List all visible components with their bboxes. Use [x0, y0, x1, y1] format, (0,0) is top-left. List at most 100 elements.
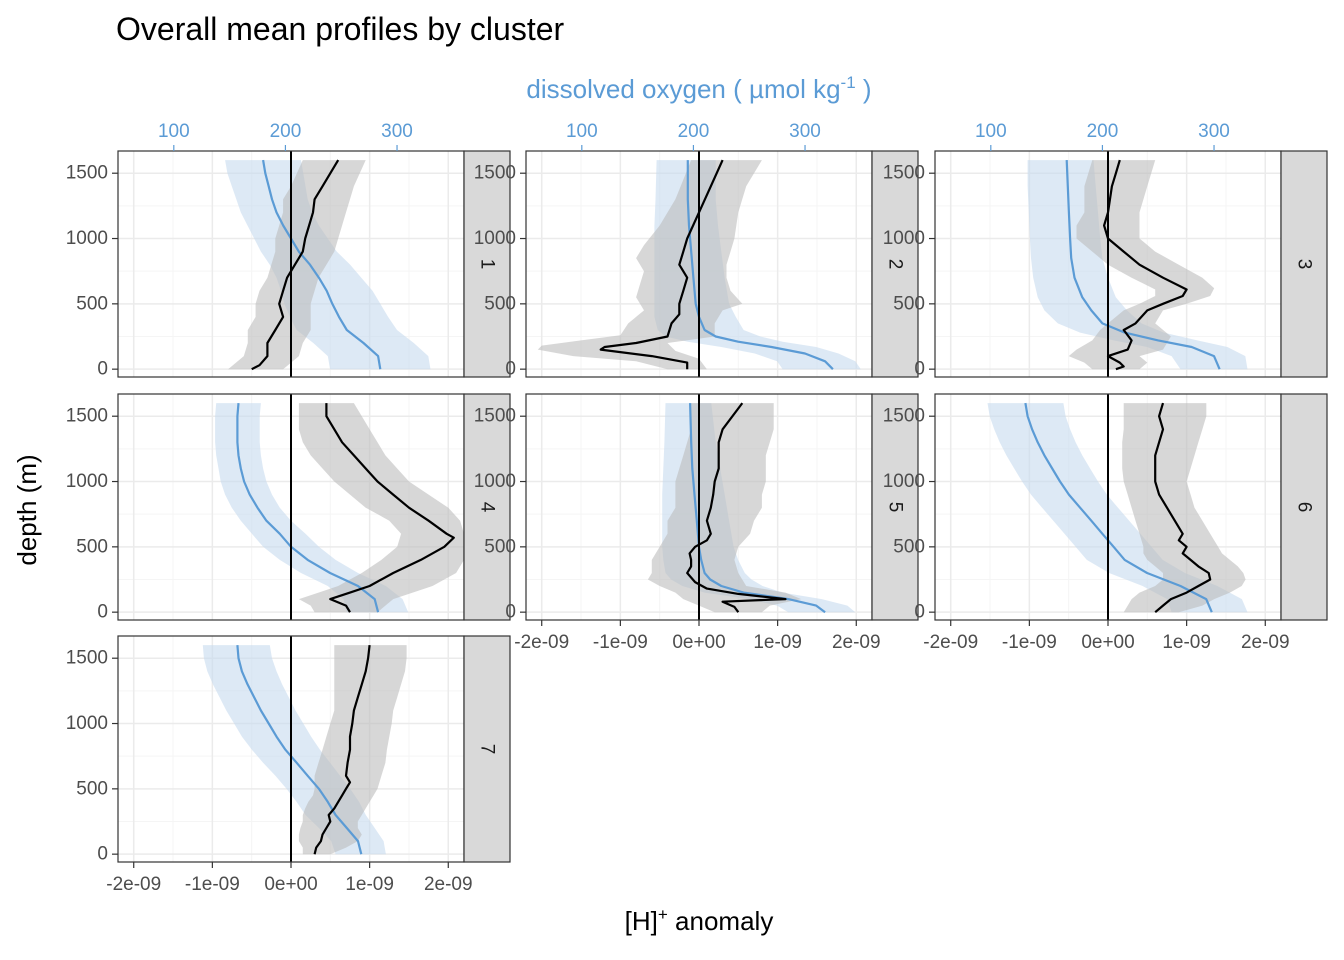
strip-label: 1 — [477, 259, 498, 270]
oxygen-axis-title-superscript: -1 — [841, 73, 856, 92]
hplus-mean-line — [1102, 159, 1188, 371]
chart-title: Overall mean profiles by cluster — [116, 11, 565, 47]
strip-background — [463, 393, 511, 621]
strip-label: 4 — [477, 502, 498, 513]
strip-label: 5 — [885, 502, 906, 513]
oxygen-mean-line — [686, 160, 834, 370]
y-tick-label: 1500 — [883, 163, 925, 184]
oxygen-axis-title: dissolved oxygen ( µmol kg-1 ) — [526, 73, 871, 104]
oxygen-tick-label: 100 — [158, 121, 190, 142]
hplus-tick-label: -1e-09 — [593, 632, 648, 653]
oxygen-mean-line — [262, 159, 382, 370]
y-tick-label: 0 — [97, 602, 108, 623]
oxygen-tick-label: 300 — [789, 121, 821, 142]
hplus-tick-label: 1e-09 — [1162, 632, 1211, 653]
panel-data-area — [647, 394, 856, 620]
strip-label: 6 — [1294, 502, 1315, 513]
hplus-range-band — [228, 160, 366, 370]
hplus-mean-line — [686, 402, 787, 613]
hplus-tick-label: 2e-09 — [832, 632, 881, 653]
y-tick-label: 0 — [914, 602, 925, 623]
oxygen-tick-label: 200 — [270, 121, 302, 142]
hplus-axis-title: [H]+ anomaly — [625, 905, 774, 936]
oxygen-mean-line — [1024, 402, 1213, 613]
oxygen-tick-label: 200 — [678, 121, 710, 142]
panel-2: 2 0 500 1000 1500 100 200 300 — [474, 121, 919, 380]
hplus-tick-label: 1e-09 — [753, 632, 802, 653]
hplus-mean-line — [1154, 402, 1212, 614]
hplus-tick-label: 0e+00 — [672, 632, 725, 653]
hplus-range-band — [537, 160, 762, 370]
panel-data-area — [537, 151, 861, 377]
panel-data-area — [987, 394, 1248, 620]
hplus-mean-line — [251, 159, 340, 371]
oxygen-tick-label: 300 — [1198, 121, 1230, 142]
y-tick-label: 500 — [484, 293, 516, 314]
y-tick-label: 500 — [76, 536, 108, 557]
y-tick-label: 1500 — [66, 163, 108, 184]
panel-6: 6 0 500 1000 1500 -2e-09 -1e-09 0e+00 1e-09 2e-09 — [883, 393, 1328, 653]
panel-5: 5 0 500 1000 1500 -2e-09 -1e-09 0e+00 1e-09 2e-09 — [474, 393, 919, 653]
oxygen-range-band — [987, 403, 1248, 613]
oxygen-tick-label: 200 — [1087, 121, 1119, 142]
hplus-tick-label: 2e-09 — [424, 874, 473, 895]
y-tick-label: 0 — [505, 359, 516, 380]
panel-data-area — [215, 394, 464, 620]
panel-3: 3 0 500 1000 1500 100 200 300 — [883, 121, 1328, 380]
y-tick-label: 500 — [893, 536, 925, 557]
strip-background — [1280, 150, 1328, 378]
oxygen-tick-label: 100 — [566, 121, 598, 142]
y-tick-label: 1000 — [474, 471, 516, 492]
y-tick-label: 500 — [484, 536, 516, 557]
hplus-tick-label: -2e-09 — [514, 632, 569, 653]
y-tick-label: 1000 — [883, 471, 925, 492]
oxygen-mean-line — [236, 403, 380, 613]
strip-background — [871, 393, 919, 621]
panel-7: 7 0 500 1000 1500 -2e-09 -1e-09 0e+00 1e-09 2e-09 — [66, 635, 511, 895]
hplus-tick-label: 1e-09 — [345, 874, 394, 895]
hplus-axis-title-superscript: + — [658, 905, 668, 924]
oxygen-axis-title-tail: ) — [856, 74, 872, 104]
panel-data-area — [202, 636, 407, 862]
hplus-range-band — [647, 403, 802, 613]
strip-background — [871, 150, 919, 378]
hplus-range-band — [298, 645, 407, 855]
panel-data-area — [225, 151, 431, 377]
y-tick-label: 1000 — [474, 228, 516, 249]
hplus-mean-line — [313, 644, 371, 855]
hplus-tick-label: 0e+00 — [264, 874, 317, 895]
y-tick-label: 1500 — [474, 406, 516, 427]
y-tick-label: 0 — [97, 359, 108, 380]
y-tick-label: 1000 — [66, 713, 108, 734]
oxygen-mean-line — [1065, 160, 1221, 370]
hplus-range-band — [1122, 403, 1246, 613]
y-tick-label: 1500 — [883, 406, 925, 427]
hplus-tick-label: -2e-09 — [106, 874, 161, 895]
strip-label: 3 — [1294, 259, 1315, 270]
strip-background — [1280, 393, 1328, 621]
y-tick-label: 0 — [97, 844, 108, 865]
depth-axis-title: depth (m) — [12, 454, 42, 565]
strip-background — [463, 635, 511, 863]
hplus-tick-label: -2e-09 — [923, 632, 978, 653]
hplus-tick-label: -1e-09 — [185, 874, 240, 895]
y-tick-label: 1000 — [66, 228, 108, 249]
hplus-tick-label: -1e-09 — [1002, 632, 1057, 653]
y-tick-label: 0 — [505, 602, 516, 623]
oxygen-axis-title-main: dissolved oxygen ( µmol kg — [526, 74, 840, 104]
hplus-mean-line — [599, 159, 724, 370]
y-tick-label: 500 — [893, 293, 925, 314]
y-tick-label: 1500 — [474, 163, 516, 184]
hplus-mean-line — [325, 403, 455, 613]
y-tick-label: 500 — [76, 778, 108, 799]
oxygen-mean-line — [236, 645, 363, 855]
panel-4: 4 0 500 1000 1500 — [66, 393, 511, 623]
y-tick-label: 1000 — [883, 228, 925, 249]
strip-label: 7 — [477, 744, 498, 755]
y-tick-label: 1500 — [66, 648, 108, 669]
oxygen-tick-label: 300 — [381, 121, 413, 142]
panel-1: 1 0 500 1000 1500 100 200 300 — [66, 121, 511, 380]
strip-background — [463, 150, 511, 378]
